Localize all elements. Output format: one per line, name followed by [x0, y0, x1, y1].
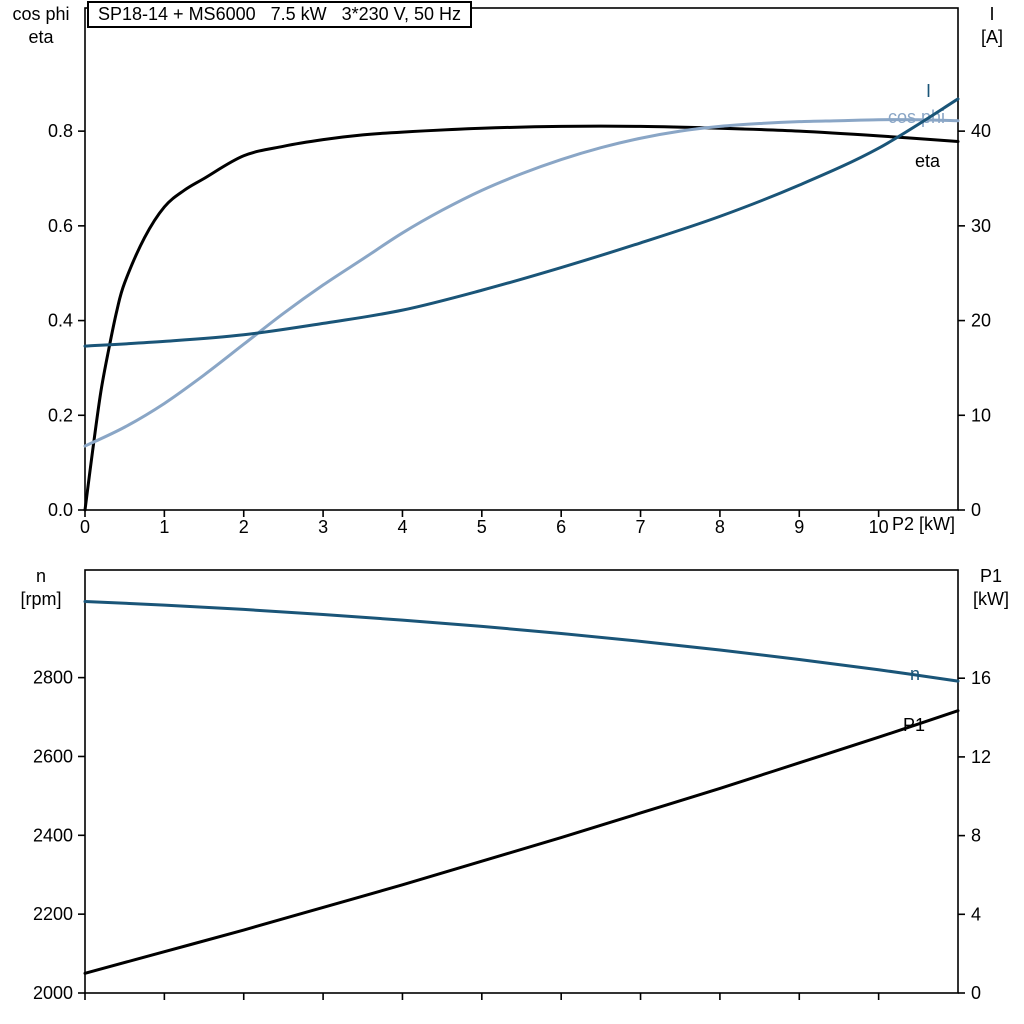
svg-text:0: 0	[971, 500, 981, 520]
p1-unit-label: [kW]	[973, 589, 1009, 609]
svg-text:8: 8	[715, 517, 725, 537]
svg-text:6: 6	[556, 517, 566, 537]
svg-text:4: 4	[971, 904, 981, 924]
chart-title: SP18-14 + MS6000 7.5 kW 3*230 V, 50 Hz	[98, 4, 462, 24]
speed-unit-label: [rpm]	[20, 589, 62, 609]
top-left-axis-title: cos phi eta	[2, 3, 80, 49]
svg-text:2800: 2800	[33, 668, 73, 688]
svg-text:12: 12	[971, 747, 991, 767]
svg-text:eta: eta	[915, 151, 941, 171]
svg-text:2000: 2000	[33, 983, 73, 1003]
x-axis-title: P2 [kW]	[891, 514, 955, 534]
svg-text:2400: 2400	[33, 825, 73, 845]
svg-text:16: 16	[971, 668, 991, 688]
svg-text:n: n	[910, 664, 920, 684]
cos-phi-axis-label: cos phi	[12, 4, 70, 24]
svg-text:0.0: 0.0	[48, 500, 73, 520]
svg-text:0: 0	[80, 517, 90, 537]
bottom-left-axis-title: n [rpm]	[2, 565, 80, 611]
svg-text:2600: 2600	[33, 746, 73, 766]
svg-text:5: 5	[477, 517, 487, 537]
svg-text:30: 30	[971, 216, 991, 236]
svg-text:2: 2	[239, 517, 249, 537]
bottom-right-axis-title: P1 [kW]	[962, 565, 1020, 611]
top-right-axis-title: I [A]	[964, 3, 1020, 49]
svg-text:1: 1	[159, 517, 169, 537]
svg-text:0: 0	[971, 983, 981, 1003]
eta-axis-label: eta	[28, 27, 54, 47]
svg-text:P1: P1	[903, 715, 925, 735]
p1-axis-label: P1	[979, 566, 1003, 586]
speed-axis-label: n	[35, 566, 46, 586]
svg-text:0.8: 0.8	[48, 121, 73, 141]
svg-text:0.4: 0.4	[48, 311, 73, 331]
chart-title-box: SP18-14 + MS6000 7.5 kW 3*230 V, 50 Hz	[87, 1, 473, 28]
svg-text:8: 8	[971, 826, 981, 846]
svg-text:40: 40	[971, 121, 991, 141]
current-axis-label: I	[989, 4, 995, 24]
svg-text:4: 4	[397, 517, 407, 537]
svg-text:0.6: 0.6	[48, 216, 73, 236]
svg-text:10: 10	[869, 517, 889, 537]
svg-text:cos phi: cos phi	[888, 107, 945, 127]
svg-text:10: 10	[971, 405, 991, 425]
svg-text:9: 9	[794, 517, 804, 537]
svg-text:20: 20	[971, 311, 991, 331]
svg-text:2200: 2200	[33, 904, 73, 924]
current-unit-label: [A]	[980, 27, 1003, 47]
svg-text:3: 3	[318, 517, 328, 537]
svg-text:I: I	[926, 81, 931, 101]
svg-text:0.2: 0.2	[48, 405, 73, 425]
svg-text:7: 7	[636, 517, 646, 537]
